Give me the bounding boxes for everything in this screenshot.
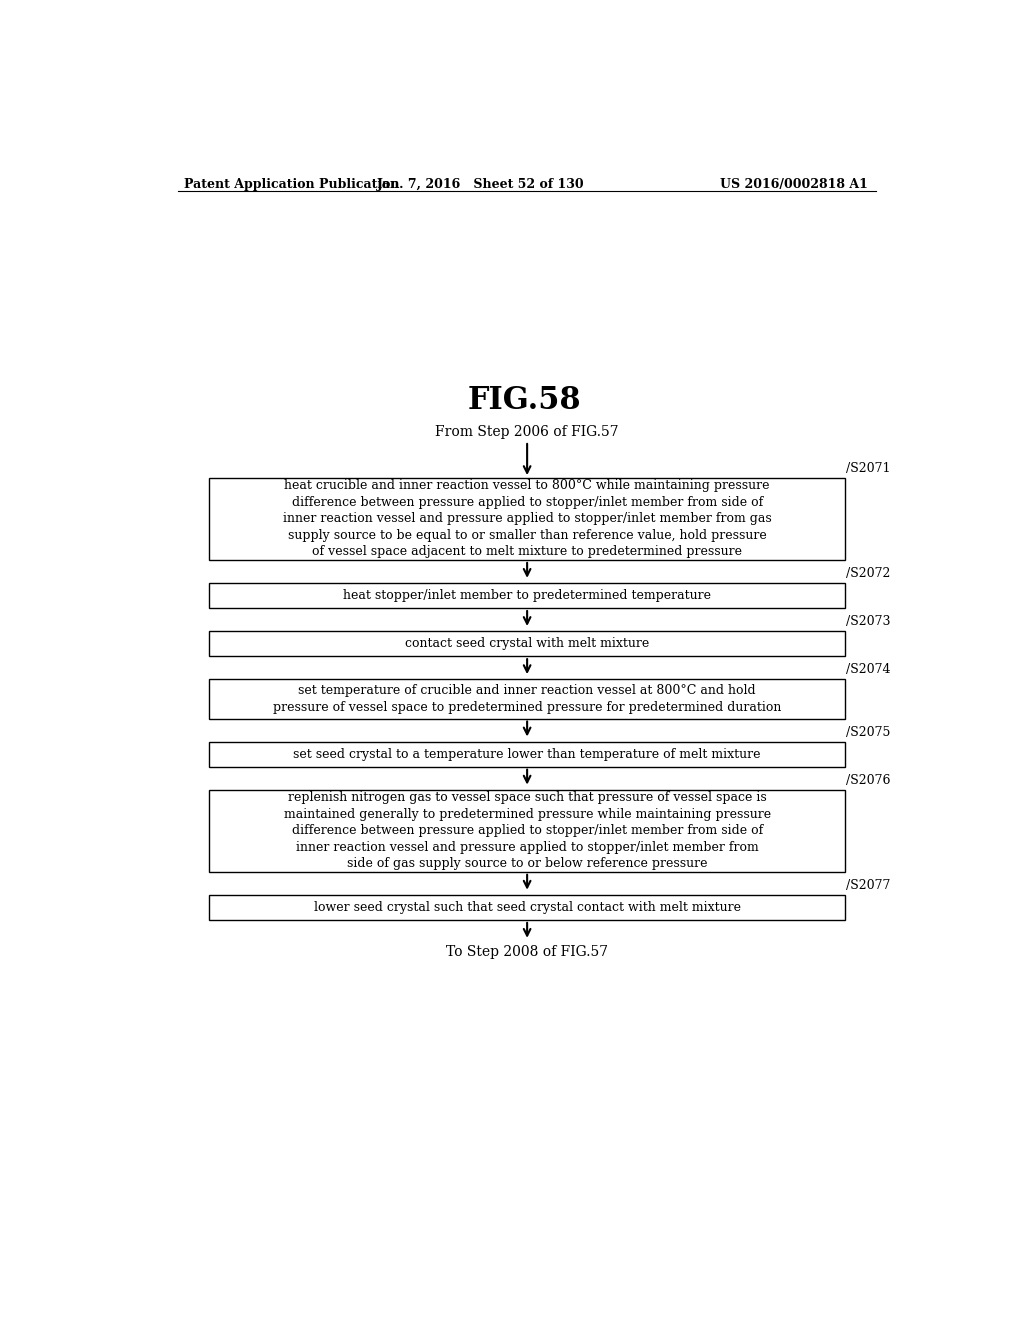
Bar <box>209 680 845 718</box>
Text: To Step 2008 of FIG.57: To Step 2008 of FIG.57 <box>446 945 608 960</box>
Text: From Step 2006 of FIG.57: From Step 2006 of FIG.57 <box>435 425 618 440</box>
Text: heat crucible and inner reaction vessel to 800°C while maintaining pressure
diff: heat crucible and inner reaction vessel … <box>283 479 771 558</box>
Text: /S2076: /S2076 <box>847 774 891 787</box>
Text: FIG.58: FIG.58 <box>468 385 582 416</box>
Text: contact seed crystal with melt mixture: contact seed crystal with melt mixture <box>406 638 649 651</box>
Text: set seed crystal to a temperature lower than temperature of melt mixture: set seed crystal to a temperature lower … <box>293 747 761 760</box>
Text: lower seed crystal such that seed crystal contact with melt mixture: lower seed crystal such that seed crysta… <box>313 902 740 913</box>
Bar <box>209 631 845 656</box>
Text: Jan. 7, 2016   Sheet 52 of 130: Jan. 7, 2016 Sheet 52 of 130 <box>377 178 585 190</box>
Text: set temperature of crucible and inner reaction vessel at 800°C and hold
pressure: set temperature of crucible and inner re… <box>273 684 781 714</box>
Bar <box>209 789 845 871</box>
Text: /S2077: /S2077 <box>847 879 891 892</box>
Bar <box>209 895 845 920</box>
Text: /S2075: /S2075 <box>847 726 891 739</box>
Bar <box>209 583 845 609</box>
Text: Patent Application Publication: Patent Application Publication <box>183 178 399 190</box>
Text: /S2074: /S2074 <box>847 663 891 676</box>
Text: /S2073: /S2073 <box>847 615 891 628</box>
Text: /S2071: /S2071 <box>847 462 891 475</box>
Text: replenish nitrogen gas to vessel space such that pressure of vessel space is
mai: replenish nitrogen gas to vessel space s… <box>284 791 771 870</box>
Text: heat stopper/inlet member to predetermined temperature: heat stopper/inlet member to predetermin… <box>343 589 711 602</box>
Bar <box>209 478 845 560</box>
Text: US 2016/0002818 A1: US 2016/0002818 A1 <box>720 178 868 190</box>
Bar <box>209 742 845 767</box>
Text: /S2072: /S2072 <box>847 568 891 579</box>
